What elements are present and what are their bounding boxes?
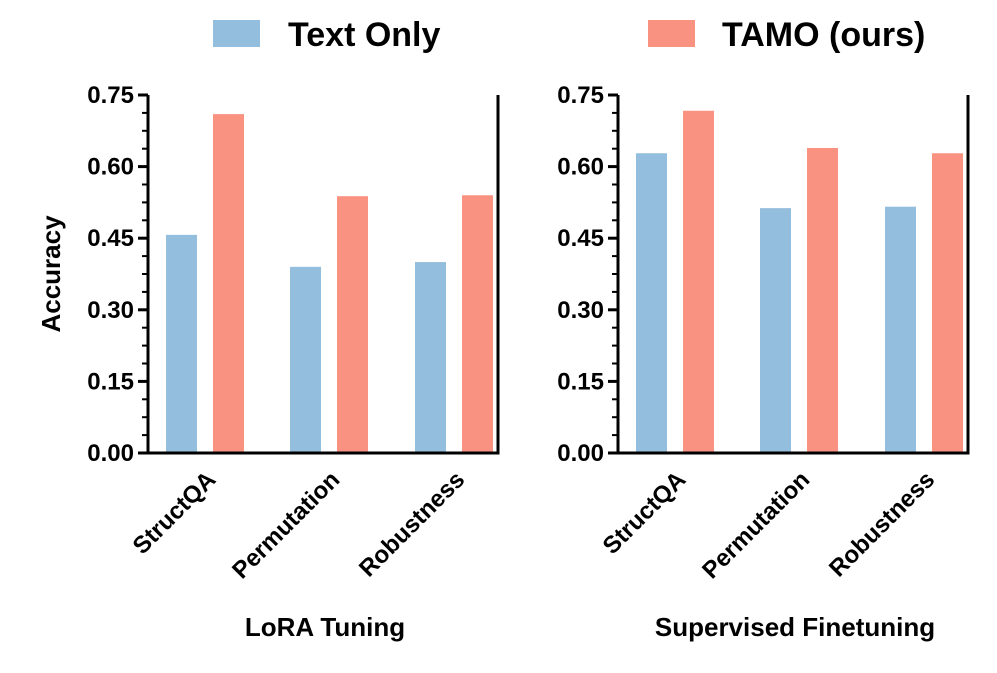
legend-label-tamo: TAMO (ours)	[722, 16, 925, 54]
y-tick-label-sft: 0.15	[557, 368, 604, 395]
y-tick-label-lora: 0.45	[87, 225, 134, 252]
bar-sft-structqa-tamo	[683, 110, 714, 453]
y-tick-label-lora: 0.00	[87, 440, 134, 467]
category-label-sft-robustness: Robustness	[824, 466, 940, 582]
y-tick-label-sft: 0.00	[557, 440, 604, 467]
bar-lora-structqa-text-only	[166, 234, 197, 453]
bar-lora-permutation-text-only	[290, 266, 321, 453]
y-tick-label-lora: 0.60	[87, 154, 134, 181]
bar-lora-structqa-tamo	[213, 114, 244, 454]
y-tick-label-sft: 0.60	[557, 154, 604, 181]
bar-sft-permutation-text-only	[760, 208, 791, 453]
y-tick-label-sft: 0.45	[557, 225, 604, 252]
bar-sft-robustness-tamo	[932, 153, 963, 453]
bar-lora-robustness-tamo	[462, 195, 493, 454]
bar-sft-robustness-text-only	[885, 206, 916, 453]
category-label-sft-structqa: StructQA	[598, 466, 692, 560]
y-tick-label-sft: 0.75	[557, 82, 604, 109]
y-tick-label-lora: 0.75	[87, 82, 134, 109]
bar-sft-structqa-text-only	[636, 153, 667, 453]
category-label-sft-permutation: Permutation	[697, 466, 815, 584]
x-axis-title-sft: Supervised Finetuning	[655, 612, 935, 642]
y-tick-label-lora: 0.15	[87, 368, 134, 395]
category-label-lora-structqa: StructQA	[128, 466, 222, 560]
category-label-lora-robustness: Robustness	[354, 466, 470, 582]
lora-tuning-panel: StructQA Permutation Robustness 0.00 0.15 0.3…	[36, 82, 500, 642]
legend-swatch-text-only	[213, 20, 260, 47]
bar-lora-permutation-tamo	[337, 196, 368, 453]
legend-swatch-tamo	[648, 20, 695, 47]
x-axis-title-lora: LoRA Tuning	[245, 612, 405, 642]
category-label-lora-permutation: Permutation	[227, 466, 345, 584]
bar-lora-robustness-text-only	[415, 262, 446, 453]
bar-sft-permutation-tamo	[807, 147, 838, 453]
legend: Text Only TAMO (ours)	[213, 16, 925, 54]
legend-label-text-only: Text Only	[288, 16, 440, 54]
y-tick-label-lora: 0.30	[87, 297, 134, 324]
y-axis-title-lora: Accuracy	[36, 215, 66, 333]
supervised-finetuning-panel: StructQA Permutation Robustness 0.00 0.15 0.3…	[557, 82, 970, 642]
y-tick-label-sft: 0.30	[557, 297, 604, 324]
